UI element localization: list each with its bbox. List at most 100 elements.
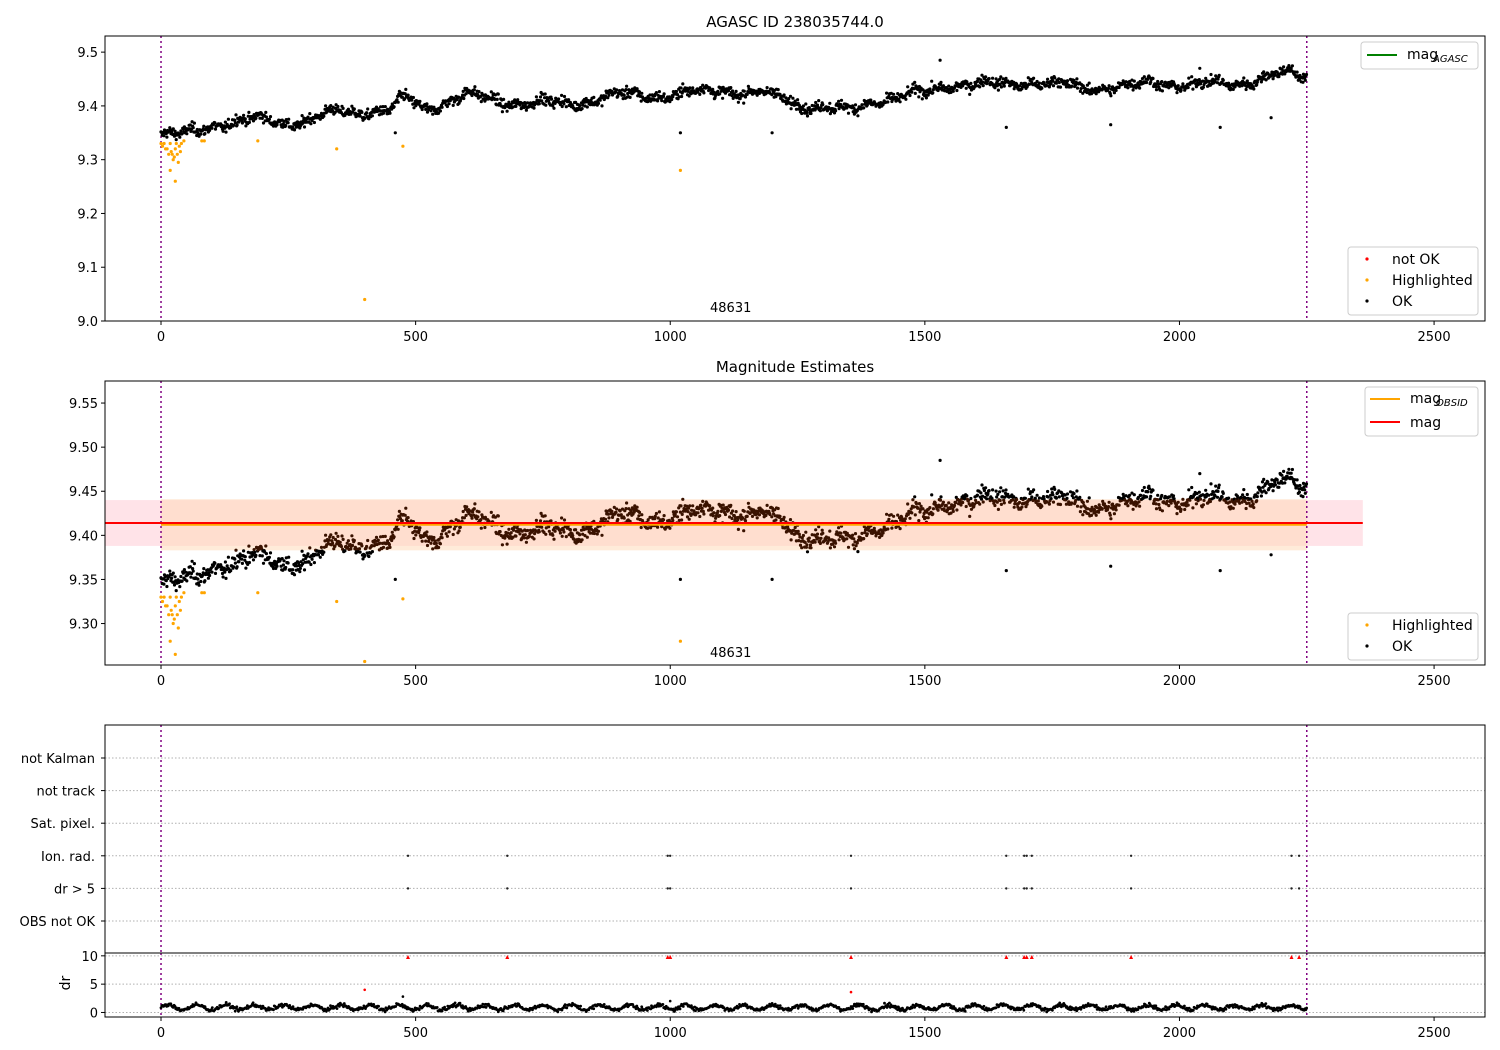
ok-point bbox=[926, 516, 930, 520]
ok-point bbox=[425, 530, 429, 534]
ok-point bbox=[765, 503, 769, 507]
ok-point bbox=[648, 93, 652, 97]
ok-point bbox=[179, 574, 183, 579]
ok-point bbox=[358, 114, 362, 118]
ok-point bbox=[711, 514, 715, 518]
ok-point bbox=[179, 129, 183, 133]
ok-point bbox=[388, 545, 392, 550]
ok-point bbox=[341, 537, 345, 542]
ok-point bbox=[202, 567, 206, 571]
ok-point bbox=[596, 529, 601, 533]
ok-point bbox=[221, 129, 225, 133]
ok-point bbox=[202, 124, 206, 128]
ok-point bbox=[168, 569, 172, 573]
ok-point bbox=[1078, 89, 1082, 93]
ok-point bbox=[462, 96, 466, 101]
ok-point bbox=[247, 110, 251, 114]
ok-point bbox=[343, 549, 347, 553]
figure-title: AGASC ID 238035744.0 bbox=[706, 13, 884, 31]
ok-point bbox=[1017, 500, 1022, 505]
ok-point bbox=[755, 93, 759, 97]
ok-point bbox=[1215, 495, 1220, 499]
ok-point bbox=[264, 115, 268, 119]
ok-point bbox=[165, 135, 169, 139]
ok-point bbox=[173, 575, 177, 579]
ok-point bbox=[1198, 472, 1202, 476]
ok-point bbox=[1269, 116, 1273, 120]
ok-point bbox=[1054, 496, 1058, 500]
ok-point bbox=[834, 541, 838, 545]
ok-point bbox=[813, 540, 817, 544]
highlighted-point bbox=[170, 152, 174, 156]
ok-point bbox=[808, 543, 813, 547]
ok-point bbox=[1259, 494, 1263, 498]
ok-point bbox=[247, 560, 251, 565]
ok-point bbox=[1244, 496, 1248, 500]
ok-point bbox=[726, 89, 731, 93]
ok-point bbox=[560, 534, 564, 538]
ok-point bbox=[1072, 78, 1076, 83]
ok-point bbox=[1242, 76, 1246, 80]
y-tick-label: 9.0 bbox=[77, 315, 98, 330]
ok-point bbox=[640, 513, 644, 517]
ok-point bbox=[195, 572, 199, 576]
ok-point bbox=[1188, 498, 1192, 502]
ok-point bbox=[352, 107, 356, 111]
ok-point bbox=[1042, 497, 1046, 501]
ok-point bbox=[526, 101, 530, 105]
ok-point bbox=[814, 528, 818, 532]
ok-point bbox=[913, 80, 917, 84]
ok-point bbox=[261, 561, 266, 565]
ok-point bbox=[534, 518, 539, 523]
ok-point bbox=[998, 77, 1002, 81]
ok-point bbox=[1209, 482, 1213, 486]
ok-point bbox=[286, 561, 290, 565]
ok-point bbox=[964, 504, 968, 509]
highlighted-point bbox=[202, 591, 206, 595]
ok-point bbox=[458, 525, 462, 529]
ok-point bbox=[728, 93, 732, 97]
dr-point bbox=[458, 1001, 462, 1005]
ok-point bbox=[657, 510, 662, 514]
ok-point bbox=[208, 573, 212, 578]
ok-point bbox=[562, 94, 567, 99]
ok-point bbox=[654, 91, 659, 95]
ok-point bbox=[1070, 501, 1074, 505]
ok-point bbox=[1156, 493, 1160, 497]
ok-point bbox=[880, 533, 884, 538]
ok-point bbox=[746, 501, 751, 505]
ok-point bbox=[770, 577, 774, 582]
ok-point bbox=[1040, 86, 1044, 90]
ok-point bbox=[952, 503, 957, 508]
dr-point bbox=[435, 1006, 439, 1009]
dr-point bbox=[851, 1007, 855, 1010]
ok-point bbox=[1295, 70, 1299, 74]
ok-point bbox=[306, 552, 310, 556]
highlighted-point bbox=[171, 158, 175, 162]
highlighted-point bbox=[167, 613, 171, 617]
ok-point bbox=[1033, 496, 1037, 500]
ok-point bbox=[702, 512, 706, 516]
x-tick-label: 500 bbox=[403, 330, 428, 345]
ok-point bbox=[552, 537, 556, 541]
ok-point bbox=[232, 565, 236, 569]
ok-point bbox=[721, 96, 725, 100]
ok-point bbox=[178, 585, 182, 589]
ok-point bbox=[261, 121, 266, 125]
dr-point bbox=[883, 1001, 886, 1005]
ok-point bbox=[671, 510, 676, 514]
highlighted-point bbox=[173, 147, 177, 151]
ok-point bbox=[721, 503, 725, 507]
ok-point bbox=[892, 514, 896, 518]
ok-point bbox=[448, 99, 452, 103]
highlighted-point bbox=[159, 141, 163, 146]
ok-point bbox=[839, 98, 844, 102]
ok-point bbox=[233, 121, 237, 125]
ok-point bbox=[353, 111, 357, 115]
dr-point bbox=[602, 1003, 606, 1006]
ok-point bbox=[834, 109, 838, 113]
ok-point bbox=[507, 100, 511, 104]
ok-point bbox=[1065, 79, 1070, 83]
ok-point bbox=[743, 95, 748, 99]
ok-point bbox=[1273, 480, 1277, 484]
